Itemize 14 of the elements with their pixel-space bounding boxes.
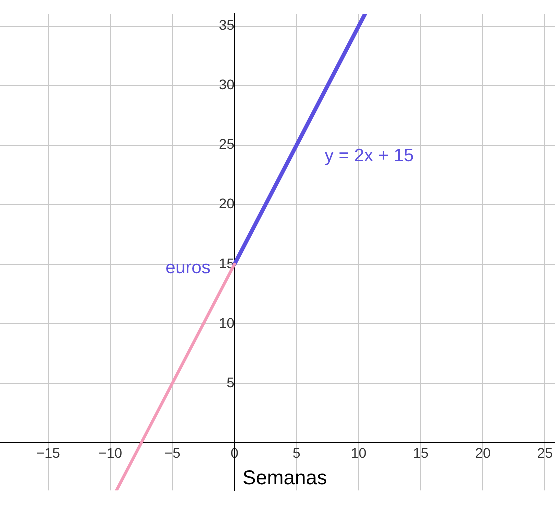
x-tick-label: −5 [164,445,181,462]
y-tick-label: 5 [226,374,235,390]
y-tick-label: 25 [219,136,235,152]
x-axis-title: Semanas [242,467,328,490]
y-tick-label: 35 [219,17,235,34]
x-tick-label: −15 [36,445,61,462]
x-tick-label: 20 [475,445,492,462]
x-tick-label: 25 [537,445,554,462]
x-tick-label: −10 [98,445,123,462]
x-tick-label: 10 [351,445,367,462]
x-tick-label: 5 [292,445,301,462]
x-tick-label: 15 [413,445,430,462]
series-label: y = 2x + 15 [324,145,414,166]
annotation: euros [166,257,211,278]
